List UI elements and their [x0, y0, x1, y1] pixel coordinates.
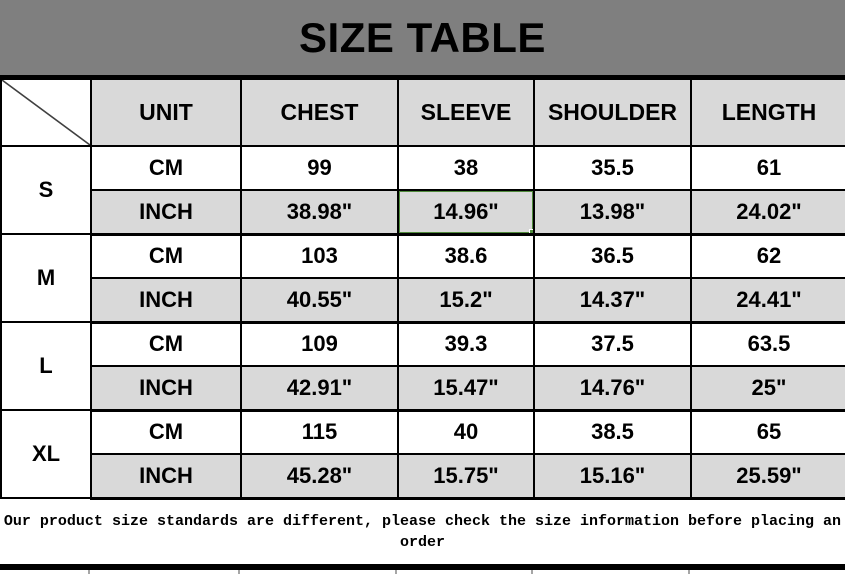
table-row: M CM 103 38.6 36.5 62: [0, 233, 845, 323]
value-cell: 38: [397, 145, 535, 191]
page-title: SIZE TABLE: [299, 13, 546, 61]
value-cell: 14.37": [533, 277, 692, 324]
value-cell: 15.47": [397, 365, 535, 412]
value-cell: 37.5: [533, 321, 692, 367]
note-bar: Our product size standards are different…: [0, 499, 845, 570]
table-row: L CM 109 39.3 37.5 63.5: [0, 321, 845, 411]
col-header-unit: UNIT: [90, 78, 242, 147]
table-row: INCH 45.28" 15.75" 15.16" 25.59": [1, 453, 845, 500]
diagonal-line-icon: [2, 80, 90, 145]
value-cell: 103: [240, 233, 399, 279]
unit-cell: INCH: [90, 277, 242, 324]
value-cell: 15.2": [397, 277, 535, 324]
gridline-stub: [688, 569, 690, 574]
value-cell: 39.3: [397, 321, 535, 367]
table-row: S CM 99 38 35.5 61: [0, 145, 845, 235]
gridline-stub: [531, 569, 533, 574]
unit-cell: INCH: [90, 453, 242, 500]
value-cell: 109: [240, 321, 399, 367]
value-cell: 40: [397, 409, 535, 455]
col-header-shoulder: SHOULDER: [533, 78, 692, 147]
value-cell: 65: [690, 409, 845, 455]
unit-cell: INCH: [90, 189, 242, 236]
unit-cell: CM: [90, 233, 242, 279]
fill-handle-icon: [529, 228, 532, 231]
selected-cell-value: 14.96": [433, 198, 499, 224]
value-cell: 15.75": [397, 453, 535, 500]
table-row: INCH 38.98" 14.96" 13.98" 24.02": [1, 189, 845, 236]
corner-cell: [0, 78, 92, 147]
value-cell: 35.5: [533, 145, 692, 191]
value-cell: 62: [690, 233, 845, 279]
value-cell: 63.5: [690, 321, 845, 367]
value-cell: 14.76": [533, 365, 692, 412]
table-row: XL CM 115 40 38.5 65: [0, 409, 845, 499]
gridline-stub: [395, 569, 397, 574]
size-label-s: S: [0, 145, 92, 235]
gridline-stub: [88, 569, 90, 574]
table-row: INCH 42.91" 15.47" 14.76" 25": [1, 365, 845, 412]
unit-cell: INCH: [90, 365, 242, 412]
value-cell: 13.98": [533, 189, 692, 236]
size-table: UNIT CHEST SLEEVE SHOULDER LENGTH S CM 9…: [0, 78, 845, 500]
unit-cell: CM: [90, 321, 242, 367]
title-bar: SIZE TABLE: [0, 0, 845, 78]
value-cell: 40.55": [240, 277, 399, 324]
value-cell: 38.5: [533, 409, 692, 455]
size-label-xl: XL: [0, 409, 92, 499]
value-cell: 99: [240, 145, 399, 191]
value-cell: 24.41": [690, 277, 845, 324]
col-header-sleeve: SLEEVE: [397, 78, 535, 147]
table-row: INCH 40.55" 15.2" 14.37" 24.41": [1, 277, 845, 324]
value-cell: 115: [240, 409, 399, 455]
bottom-strip: [0, 569, 845, 575]
unit-cell: CM: [90, 409, 242, 455]
size-label-m: M: [0, 233, 92, 323]
unit-cell: CM: [90, 145, 242, 191]
size-label-l: L: [0, 321, 92, 411]
gridline-stub: [238, 569, 240, 574]
selected-cell: 14.96": [397, 189, 535, 236]
value-cell: 38.98": [240, 189, 399, 236]
value-cell: 42.91": [240, 365, 399, 412]
value-cell: 61: [690, 145, 845, 191]
value-cell: 15.16": [533, 453, 692, 500]
value-cell: 45.28": [240, 453, 399, 500]
value-cell: 25": [690, 365, 845, 412]
value-cell: 25.59": [690, 453, 845, 500]
note-text: Our product size standards are different…: [3, 512, 842, 551]
value-cell: 24.02": [690, 189, 845, 236]
col-header-chest: CHEST: [240, 78, 399, 147]
col-header-length: LENGTH: [690, 78, 845, 147]
value-cell: 38.6: [397, 233, 535, 279]
header-row: UNIT CHEST SLEEVE SHOULDER LENGTH: [0, 78, 845, 147]
value-cell: 36.5: [533, 233, 692, 279]
